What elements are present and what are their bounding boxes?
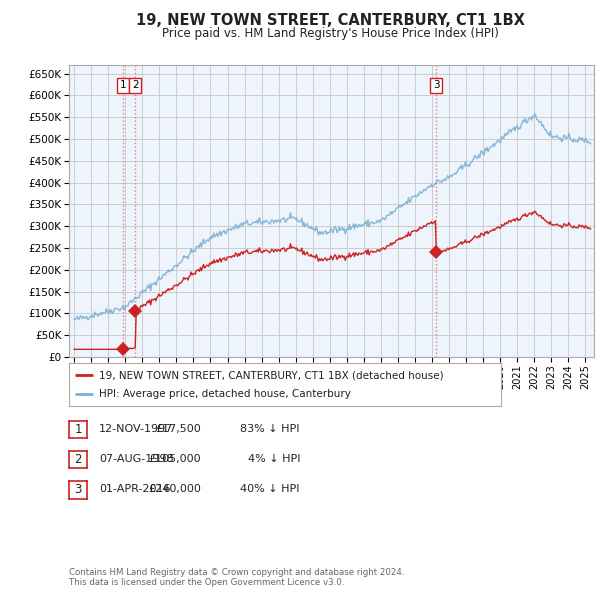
Text: 1: 1 [74,423,82,436]
Text: 40% ↓ HPI: 40% ↓ HPI [241,484,300,494]
Text: 3: 3 [433,80,440,90]
Text: 01-APR-2016: 01-APR-2016 [99,484,170,494]
Text: 2: 2 [74,453,82,466]
Text: £240,000: £240,000 [148,484,201,494]
Text: 19, NEW TOWN STREET, CANTERBURY, CT1 1BX (detached house): 19, NEW TOWN STREET, CANTERBURY, CT1 1BX… [99,371,444,381]
Text: HPI: Average price, detached house, Canterbury: HPI: Average price, detached house, Cant… [99,389,351,399]
Text: 83% ↓ HPI: 83% ↓ HPI [241,424,300,434]
Text: 3: 3 [74,483,82,496]
Text: 2: 2 [132,80,139,90]
Text: 12-NOV-1997: 12-NOV-1997 [99,424,173,434]
Text: 1: 1 [120,80,127,90]
Text: 4% ↓ HPI: 4% ↓ HPI [248,454,300,464]
Text: 07-AUG-1998: 07-AUG-1998 [99,454,173,464]
Text: Contains HM Land Registry data © Crown copyright and database right 2024.
This d: Contains HM Land Registry data © Crown c… [69,568,404,587]
Text: Price paid vs. HM Land Registry's House Price Index (HPI): Price paid vs. HM Land Registry's House … [161,27,499,40]
Text: 19, NEW TOWN STREET, CANTERBURY, CT1 1BX: 19, NEW TOWN STREET, CANTERBURY, CT1 1BX [136,13,524,28]
Text: £105,000: £105,000 [148,454,201,464]
Text: £17,500: £17,500 [155,424,201,434]
